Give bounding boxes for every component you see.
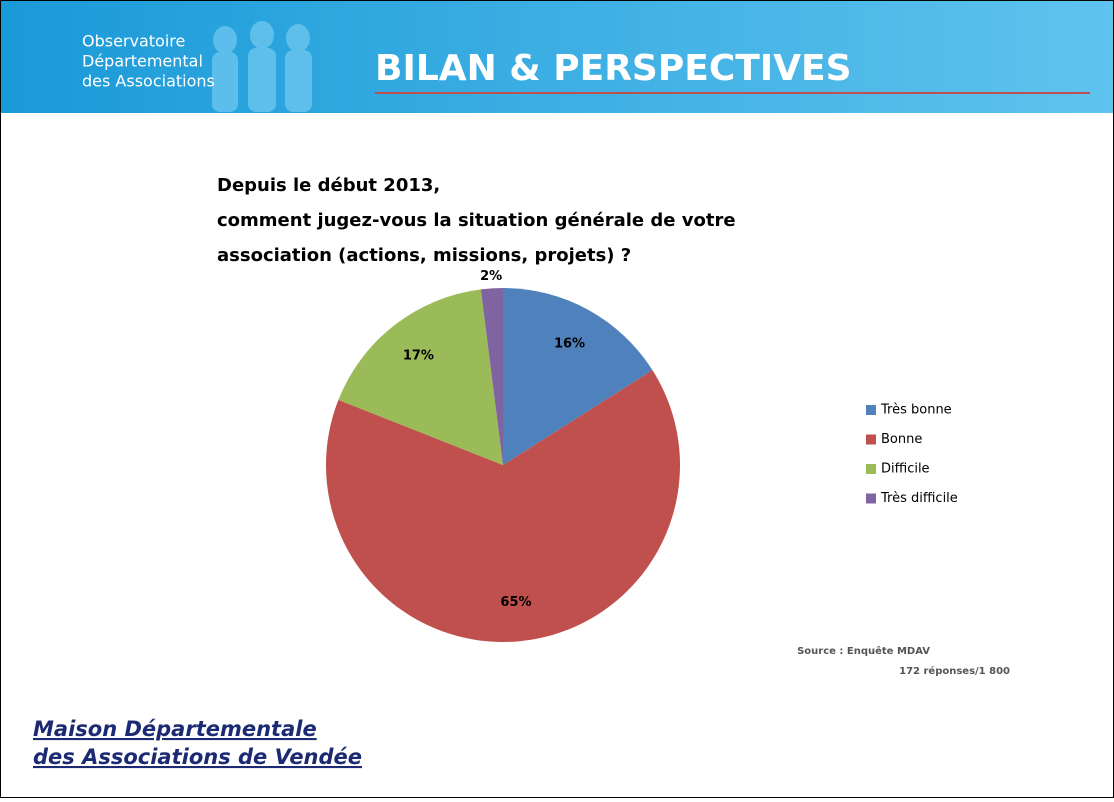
legend-swatch [866, 464, 876, 474]
chart-title: Depuis le début 2013, [217, 175, 440, 196]
footer-logo: des Associations de Vendée [33, 745, 362, 769]
silhouettes [212, 21, 312, 112]
chart-title: association (actions, missions, projets)… [217, 245, 631, 266]
pie-slice [338, 289, 503, 465]
footer-logo: Maison Départementale [33, 717, 317, 741]
pie-slice [325, 370, 680, 642]
legend-swatch [866, 493, 876, 504]
legend-label: Bonne [881, 432, 922, 447]
source: Source : Enquête MDAV [797, 645, 930, 657]
legend-label: Très bonne [880, 403, 952, 418]
data-label: 16% [554, 337, 585, 352]
pie-slice [480, 288, 503, 465]
legend-swatch [866, 405, 876, 415]
data-label: 2% [480, 269, 502, 284]
source: 172 réponses/1 800 [899, 665, 1010, 677]
chart-title: comment jugez-vous la situation générale… [217, 210, 736, 231]
legend-swatch [866, 434, 876, 445]
slide-title: BILAN & PERSPECTIVES [375, 48, 852, 89]
data-label: 65% [500, 595, 531, 610]
logo-line: des Associations [82, 72, 215, 91]
logo-line: Départemental [82, 52, 203, 71]
legend-label: Difficile [881, 462, 930, 477]
header-band [1, 1, 1113, 113]
legend-label: Très difficile [880, 491, 958, 506]
data-label: 17% [403, 348, 434, 363]
logo-line: Observatoire [82, 32, 185, 51]
pie-slice [503, 288, 653, 465]
